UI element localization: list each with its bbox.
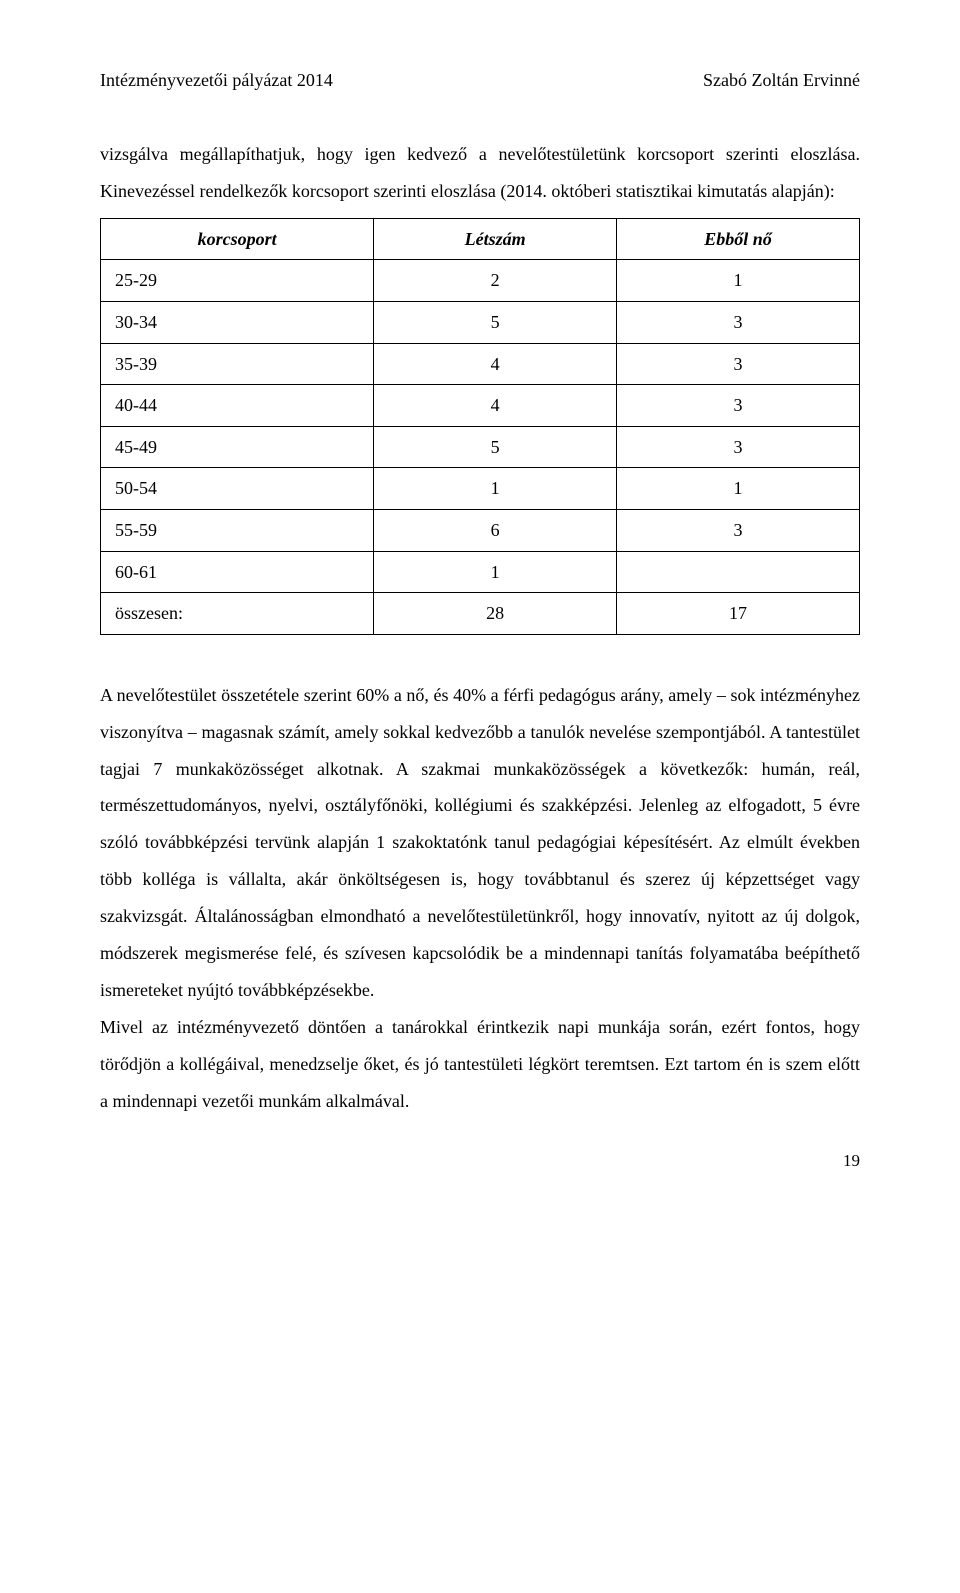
table-cell: 45-49 [101, 426, 374, 468]
age-distribution-table: korcsoport Létszám Ebből nő 25-292130-34… [100, 218, 860, 635]
table-cell: 1 [374, 551, 617, 593]
table-cell: 4 [374, 343, 617, 385]
table-cell: 35-39 [101, 343, 374, 385]
page-header: Intézményvezetői pályázat 2014 Szabó Zol… [100, 70, 860, 91]
table-row: 50-5411 [101, 468, 860, 510]
table-cell: 1 [374, 468, 617, 510]
table-row: 30-3453 [101, 301, 860, 343]
header-right: Szabó Zoltán Ervinné [703, 70, 860, 91]
body-paragraph-2: Mivel az intézményvezető döntően a tanár… [100, 1009, 860, 1120]
table-cell: 28 [374, 593, 617, 635]
table-cell: 60-61 [101, 551, 374, 593]
intro-paragraph: vizsgálva megállapíthatjuk, hogy igen ke… [100, 136, 860, 210]
table-cell: 40-44 [101, 385, 374, 427]
table-cell: 17 [617, 593, 860, 635]
table-row: 25-2921 [101, 260, 860, 302]
table-cell: 6 [374, 509, 617, 551]
header-left: Intézményvezetői pályázat 2014 [100, 70, 333, 91]
col-header: Létszám [374, 218, 617, 260]
table-cell: 5 [374, 301, 617, 343]
table-cell: 3 [617, 426, 860, 468]
table-header-row: korcsoport Létszám Ebből nő [101, 218, 860, 260]
table-cell: 3 [617, 301, 860, 343]
table-cell: 1 [617, 260, 860, 302]
body-paragraph-1: A nevelőtestület összetétele szerint 60%… [100, 677, 860, 1009]
table-cell: 5 [374, 426, 617, 468]
table-cell: 30-34 [101, 301, 374, 343]
table-cell: 50-54 [101, 468, 374, 510]
table-cell: 55-59 [101, 509, 374, 551]
col-header: Ebből nő [617, 218, 860, 260]
table-row: 60-611 [101, 551, 860, 593]
table-cell [617, 551, 860, 593]
table-row: 35-3943 [101, 343, 860, 385]
table-row: 45-4953 [101, 426, 860, 468]
table-cell: 3 [617, 343, 860, 385]
col-header: korcsoport [101, 218, 374, 260]
table-cell: 1 [617, 468, 860, 510]
page-number: 19 [100, 1151, 860, 1171]
table-row: 55-5963 [101, 509, 860, 551]
table-row: összesen:2817 [101, 593, 860, 635]
table-cell: 4 [374, 385, 617, 427]
page-content: vizsgálva megállapíthatjuk, hogy igen ke… [100, 136, 860, 1119]
table-cell: 3 [617, 385, 860, 427]
table-cell: összesen: [101, 593, 374, 635]
table-row: 40-4443 [101, 385, 860, 427]
table-cell: 2 [374, 260, 617, 302]
table-cell: 25-29 [101, 260, 374, 302]
table-cell: 3 [617, 509, 860, 551]
